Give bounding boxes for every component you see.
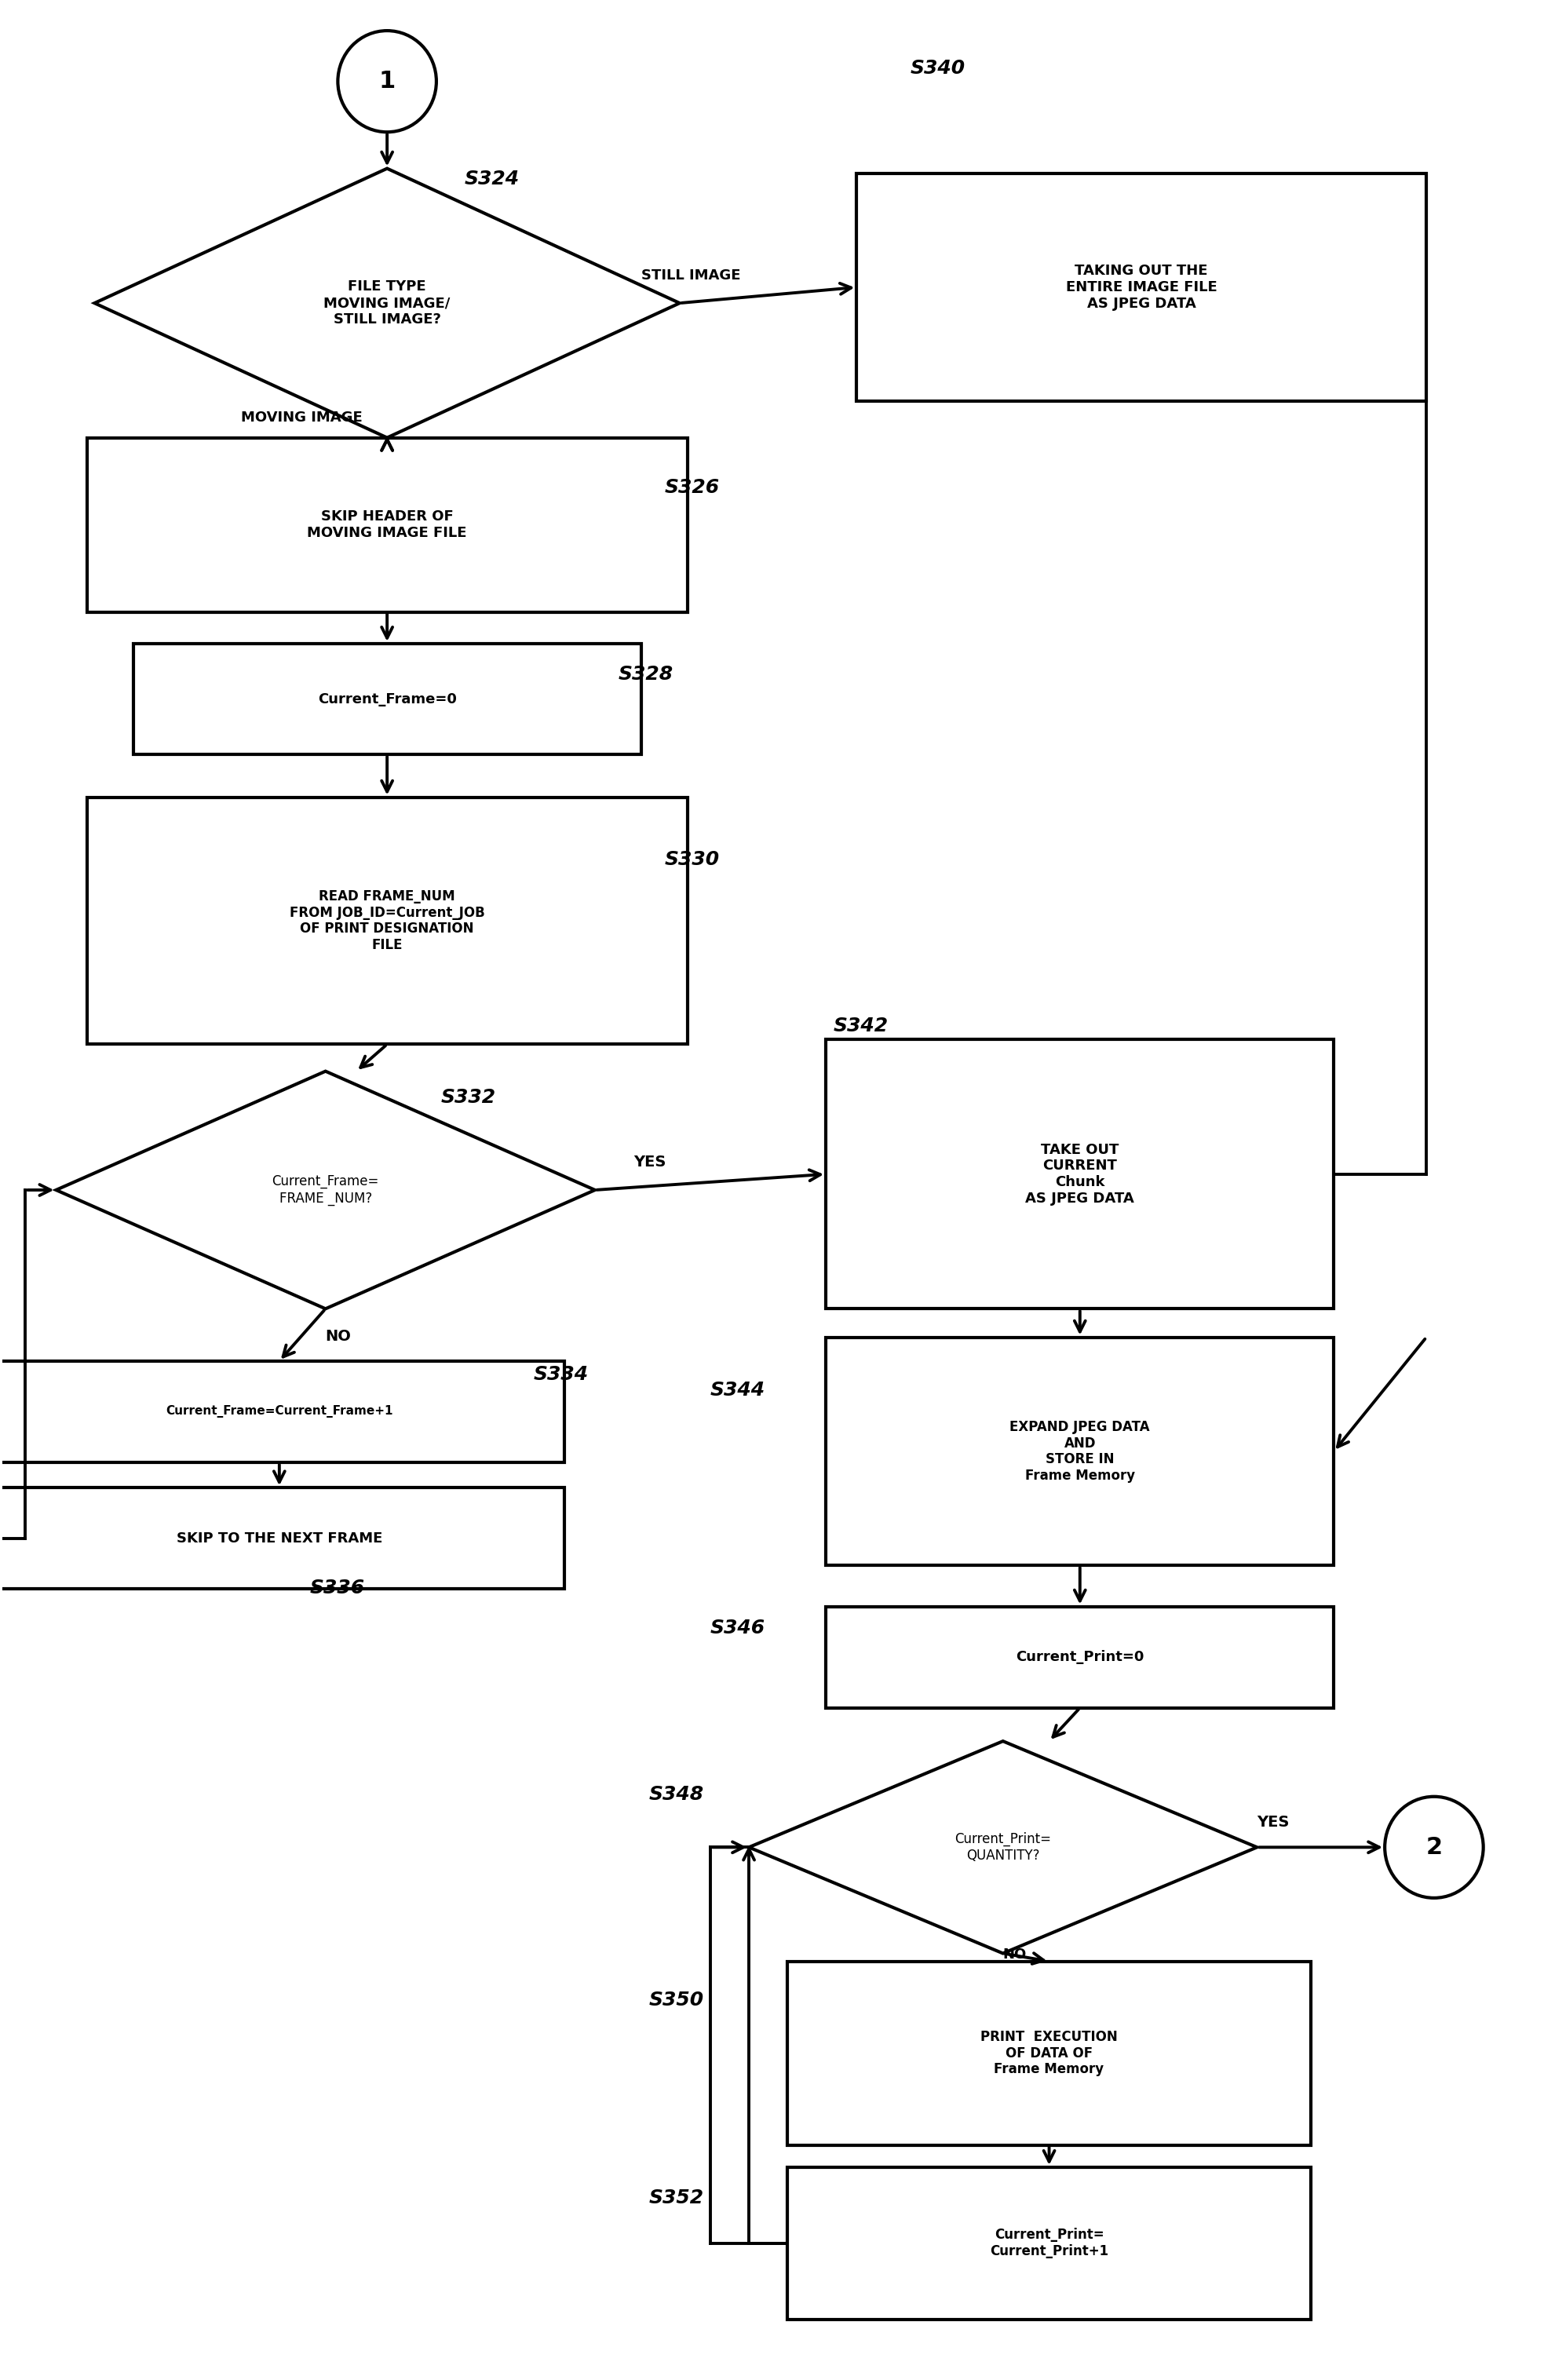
Text: S326: S326 (664, 478, 720, 497)
Text: STILL IMAGE: STILL IMAGE (641, 269, 741, 283)
Text: Current_Frame=0: Current_Frame=0 (318, 693, 457, 707)
Text: S346: S346 (710, 1618, 766, 1637)
FancyBboxPatch shape (826, 1607, 1334, 1709)
FancyBboxPatch shape (826, 1338, 1334, 1566)
Text: SKIP TO THE NEXT FRAME: SKIP TO THE NEXT FRAME (176, 1530, 383, 1545)
Text: 1: 1 (378, 69, 395, 93)
Text: NO: NO (1004, 1947, 1027, 1961)
Text: S328: S328 (618, 664, 673, 683)
Text: EXPAND JPEG DATA
AND
STORE IN
Frame Memory: EXPAND JPEG DATA AND STORE IN Frame Memo… (1010, 1421, 1150, 1483)
Text: S330: S330 (664, 850, 720, 869)
Text: S336: S336 (310, 1578, 364, 1597)
Text: Current_Print=
Current_Print+1: Current_Print= Current_Print+1 (990, 2228, 1109, 2259)
FancyBboxPatch shape (787, 2168, 1311, 2318)
Text: S342: S342 (834, 1016, 889, 1035)
Text: S350: S350 (648, 1990, 704, 2009)
Text: S348: S348 (648, 1785, 704, 1804)
Text: YES: YES (633, 1154, 665, 1169)
FancyBboxPatch shape (133, 643, 641, 754)
Text: 2: 2 (1425, 1835, 1442, 1859)
FancyBboxPatch shape (826, 1040, 1334, 1309)
Circle shape (1385, 1797, 1484, 1897)
Text: S332: S332 (442, 1088, 496, 1107)
FancyBboxPatch shape (0, 1361, 564, 1461)
Text: MOVING IMAGE: MOVING IMAGE (241, 412, 363, 426)
Text: S340: S340 (911, 60, 965, 79)
Text: Current_Frame=Current_Frame+1: Current_Frame=Current_Frame+1 (165, 1407, 392, 1418)
Text: READ FRAME_NUM
FROM JOB_ID=Current_JOB
OF PRINT DESIGNATION
FILE: READ FRAME_NUM FROM JOB_ID=Current_JOB O… (289, 890, 485, 952)
Text: NO: NO (326, 1328, 352, 1345)
Text: SKIP HEADER OF
MOVING IMAGE FILE: SKIP HEADER OF MOVING IMAGE FILE (307, 509, 466, 540)
Text: Current_Print=
QUANTITY?: Current_Print= QUANTITY? (954, 1833, 1051, 1864)
Text: Current_Print=0: Current_Print=0 (1016, 1649, 1144, 1664)
Text: YES: YES (1257, 1816, 1289, 1830)
Circle shape (338, 31, 437, 131)
Polygon shape (749, 1742, 1257, 1954)
Text: S352: S352 (648, 2190, 704, 2209)
Text: PRINT  EXECUTION
OF DATA OF
Frame Memory: PRINT EXECUTION OF DATA OF Frame Memory (980, 2030, 1118, 2075)
FancyBboxPatch shape (787, 1961, 1311, 2144)
Text: TAKE OUT
CURRENT
Chunk
AS JPEG DATA: TAKE OUT CURRENT Chunk AS JPEG DATA (1025, 1142, 1135, 1207)
FancyBboxPatch shape (86, 438, 687, 612)
Text: TAKING OUT THE
ENTIRE IMAGE FILE
AS JPEG DATA: TAKING OUT THE ENTIRE IMAGE FILE AS JPEG… (1065, 264, 1217, 312)
Polygon shape (56, 1071, 594, 1309)
Text: S344: S344 (710, 1380, 766, 1399)
FancyBboxPatch shape (857, 174, 1427, 402)
Text: Current_Frame=
FRAME _NUM?: Current_Frame= FRAME _NUM? (272, 1176, 378, 1204)
FancyBboxPatch shape (86, 797, 687, 1045)
FancyBboxPatch shape (0, 1488, 564, 1590)
Polygon shape (94, 169, 679, 438)
Text: S334: S334 (533, 1366, 588, 1385)
Text: S324: S324 (465, 169, 519, 188)
Text: FILE TYPE
MOVING IMAGE/
STILL IMAGE?: FILE TYPE MOVING IMAGE/ STILL IMAGE? (324, 281, 451, 326)
